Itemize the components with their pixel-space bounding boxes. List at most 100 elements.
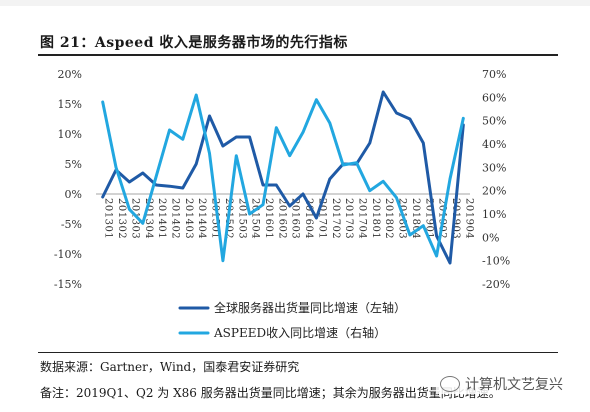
left-tick-label: -10% <box>54 248 82 261</box>
aspeed-revenue-point <box>275 126 278 129</box>
server-shipment-line <box>101 90 465 265</box>
server-shipment-point <box>448 261 452 265</box>
aspeed-revenue-point <box>368 189 372 192</box>
aspeed-revenue-point <box>168 128 171 132</box>
note-text: 备注：2019Q1、Q2 为 X86 服务器出货量同比增速；其余为服务器出货量同… <box>40 386 501 400</box>
aspeed-revenue-point <box>435 254 438 258</box>
aspeed-revenue-point <box>235 154 238 157</box>
x-tick-label: 201702 <box>330 198 341 239</box>
aspeed-revenue-point <box>422 224 425 227</box>
left-tick-label: -5% <box>61 218 82 231</box>
server-shipment-point <box>261 183 265 187</box>
legend: 全球服务器出货量同比增速（左轴） ASPEED收入同比增速（右轴） <box>178 300 406 340</box>
legend-label: 全球服务器出货量同比增速（左轴） <box>214 300 406 315</box>
server-shipment-point <box>128 180 131 184</box>
server-shipment-point <box>381 90 385 94</box>
aspeed-revenue-point <box>181 138 185 141</box>
left-tick-label: -15% <box>54 278 82 291</box>
x-tick-label: 201301 <box>103 198 114 239</box>
x-tick-label: 201503 <box>236 198 247 239</box>
x-tick-label: 201601 <box>263 198 274 239</box>
aspeed-revenue-point <box>315 98 318 101</box>
watermark-text: 计算机文艺复兴 <box>465 377 563 393</box>
server-shipment-point <box>408 117 412 121</box>
aspeed-revenue-point <box>408 233 412 237</box>
x-tick-label: 201604 <box>303 198 314 239</box>
x-tick-label: 201901 <box>423 198 434 239</box>
left-tick-label: 0% <box>65 188 82 201</box>
server-shipment-point <box>288 204 291 208</box>
x-tick-label: 201304 <box>143 198 154 239</box>
axes: -15% -10% -5% 0% 5% 10% 15% 20% -20% -10% 0% 10% 20%… <box>54 68 510 291</box>
server-shipment-point <box>248 135 251 139</box>
left-tick-label: 10% <box>58 128 82 141</box>
right-tick-label: 50% <box>482 115 506 128</box>
server-shipment-point <box>221 144 225 148</box>
right-tick-label: 60% <box>482 91 506 104</box>
server-shipment-point <box>141 171 144 175</box>
server-shipment-point <box>154 183 158 187</box>
aspeed-revenue-point <box>448 177 452 181</box>
server-shipment-point <box>395 111 398 115</box>
left-tick-label: 20% <box>58 68 82 81</box>
server-shipment-point <box>275 183 278 187</box>
server-shipment-point <box>194 162 198 166</box>
aspeed-revenue-point <box>288 154 291 157</box>
aspeed-revenue-point <box>114 166 118 169</box>
x-tick-label: 201501 <box>210 198 221 239</box>
aspeed-revenue-point <box>261 203 265 206</box>
aspeed-revenue-point <box>462 117 465 120</box>
series-layer <box>101 90 465 265</box>
server-shipment-point <box>368 141 372 145</box>
server-shipment-point <box>301 192 305 196</box>
aspeed-revenue-point <box>355 161 358 164</box>
server-shipment-point <box>422 141 425 145</box>
server-shipment-point <box>168 185 171 188</box>
aspeed-revenue-point <box>101 100 104 104</box>
x-tick-label: 201504 <box>250 198 261 239</box>
x-tick-label: 201404 <box>196 198 207 239</box>
aspeed-revenue-line <box>101 93 465 263</box>
aspeed-revenue-point <box>128 208 131 211</box>
server-shipment-point <box>101 195 104 199</box>
right-tick-label: 70% <box>482 68 506 81</box>
x-tick-label: 201302 <box>116 198 127 239</box>
x-tick-label: 201602 <box>276 198 287 239</box>
title-rule <box>38 54 558 56</box>
aspeed-revenue-point <box>395 196 398 199</box>
x-tick-label: 201804 <box>410 198 421 239</box>
top-strip <box>0 0 590 6</box>
left-tick-label: 5% <box>65 158 82 171</box>
server-shipment-point <box>181 186 185 190</box>
right-tick-label: 0% <box>482 231 499 244</box>
aspeed-revenue-point <box>248 212 251 216</box>
x-tick-label: 201801 <box>370 198 381 239</box>
x-tick-label: 201303 <box>129 198 140 239</box>
x-tick-label: 201904 <box>463 198 474 239</box>
aspeed-revenue-point <box>381 180 385 183</box>
right-tick-label: 10% <box>482 208 506 221</box>
server-shipment-point <box>328 177 331 181</box>
x-tick-label: 201703 <box>343 198 354 239</box>
right-tick-label: -10% <box>482 255 510 268</box>
x-tick-label: 201802 <box>383 198 394 239</box>
server-shipment-point <box>208 114 211 118</box>
x-tick-label: 201803 <box>397 198 408 239</box>
left-tick-label: 15% <box>58 98 82 111</box>
aspeed-revenue-point <box>141 222 144 225</box>
right-tick-label: 30% <box>482 161 506 174</box>
x-tick-label: 201402 <box>169 198 180 239</box>
x-tick-label: 201704 <box>356 198 367 239</box>
right-tick-label: -20% <box>482 278 510 291</box>
aspeed-revenue-point <box>208 152 211 155</box>
aspeed-revenue-point <box>328 121 331 125</box>
source-rule <box>38 352 558 353</box>
aspeed-revenue-point <box>221 259 225 262</box>
aspeed-revenue-point <box>301 131 305 134</box>
right-tick-label: 20% <box>482 185 506 198</box>
x-tick-label: 201701 <box>316 198 327 239</box>
figure-title: 图 21：Aspeed 收入是服务器市场的先行指标 <box>40 35 348 51</box>
server-shipment-point <box>315 216 318 220</box>
x-tick-label: 201603 <box>290 198 301 239</box>
